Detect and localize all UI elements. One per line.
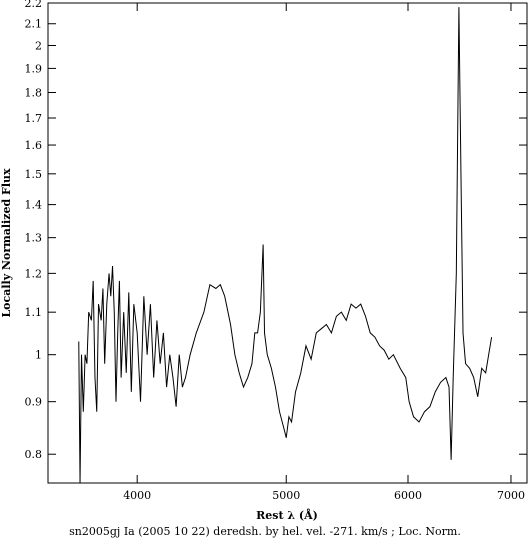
y-tick-label: 2.2 xyxy=(25,0,43,10)
y-tick-label: 2.1 xyxy=(25,18,43,31)
y-tick-label: 1.2 xyxy=(25,267,43,280)
y-tick-label: 1.6 xyxy=(25,139,43,152)
chart-title: sn2005gj Ia (2005 10 22) deredsh. by hel… xyxy=(69,525,461,538)
y-tick-label: 1.8 xyxy=(25,87,43,100)
x-tick-label: 4000 xyxy=(123,489,151,502)
y-tick-label: 2 xyxy=(35,40,42,53)
x-tick-label: 6000 xyxy=(394,489,422,502)
spectrum-line xyxy=(78,7,493,484)
y-tick-label: 1.4 xyxy=(25,199,43,212)
plot-frame xyxy=(47,2,528,484)
y-tick-label: 0.8 xyxy=(25,448,43,461)
y-tick-label: 1.9 xyxy=(25,62,43,75)
x-axis-label: Rest λ (Å) xyxy=(256,508,318,522)
y-tick-label: 0.9 xyxy=(25,396,43,409)
y-axis-label: Locally Normalized Flux xyxy=(0,168,13,318)
y-tick-label: 1.3 xyxy=(25,232,43,245)
x-tick-label: 7000 xyxy=(497,489,525,502)
y-tick-label: 1.1 xyxy=(25,306,43,319)
x-tick-label: 5000 xyxy=(272,489,300,502)
y-tick-label: 1.7 xyxy=(25,112,43,125)
y-tick-label: 1.5 xyxy=(25,168,43,181)
y-tick-label: 1 xyxy=(35,349,42,362)
